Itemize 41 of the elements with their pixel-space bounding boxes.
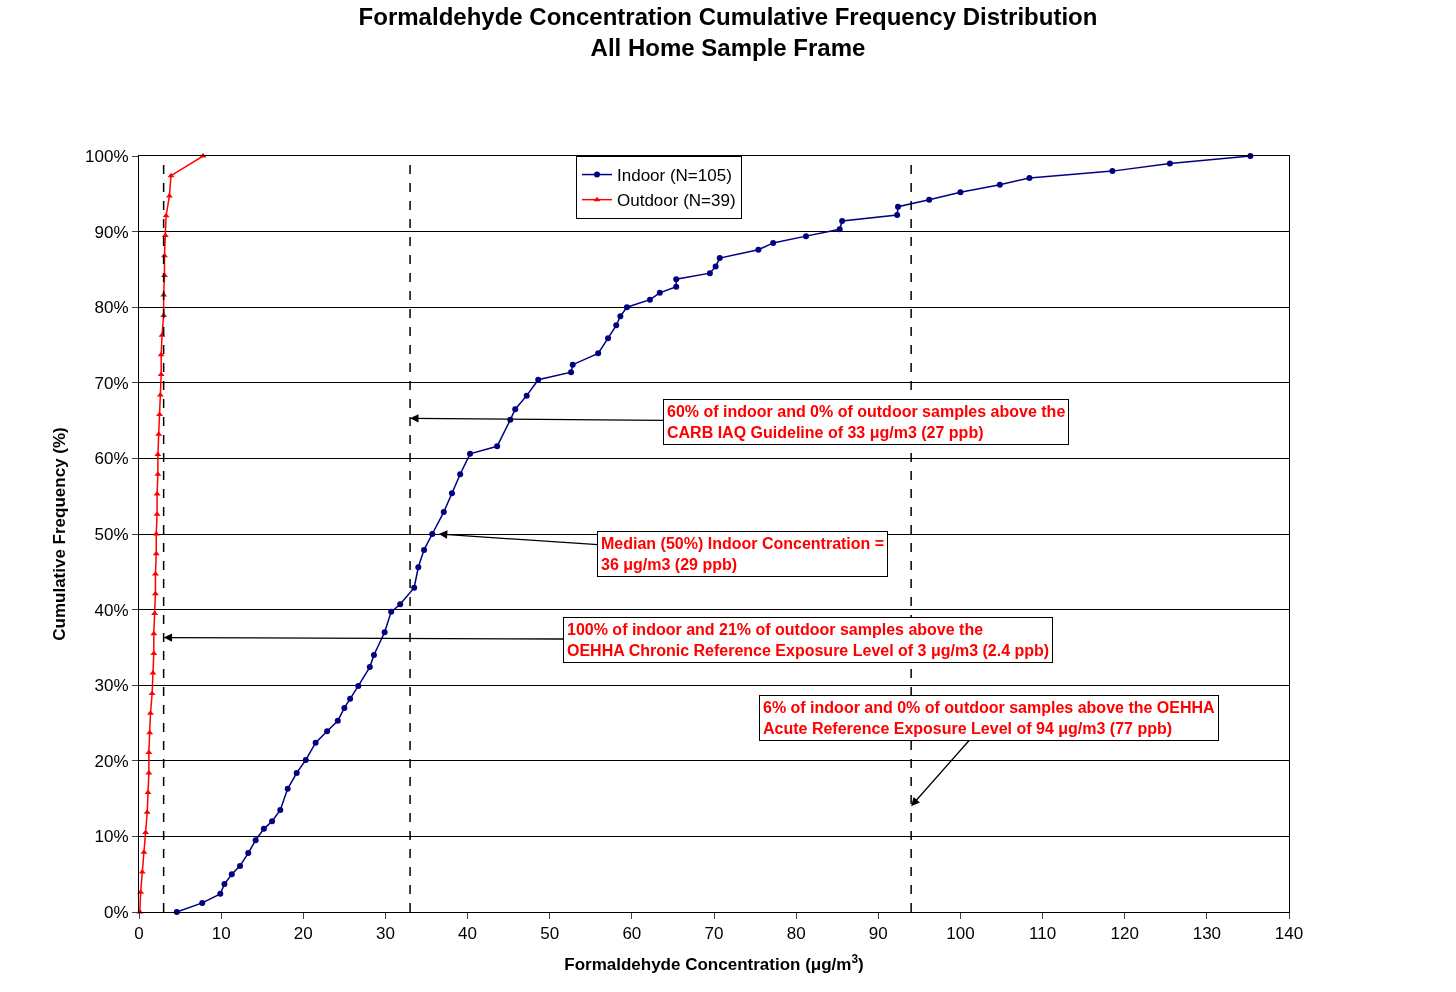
annotation: 100% of indoor and 21% of outdoor samples above the OEHHA Chronic Reference Exposure Level of 3 μg/m3 (2.4 ppb) [567, 621, 1050, 659]
x-tick-label: 20 [293, 924, 313, 944]
x-tick-label: 130 [1192, 924, 1222, 944]
y-tick-label: 20% [94, 751, 129, 771]
x-axis-title: Formaldehyde Concentration (μg/m$^{3}$) [564, 951, 864, 974]
x-tick-label: 70 [704, 924, 724, 944]
point [142, 829, 150, 835]
legend-label: Outdoor (N=39) [617, 191, 736, 211]
y-tick-label: 60% [94, 449, 129, 469]
x-tick-label: 60 [622, 924, 642, 944]
y-tick-label: 50% [94, 524, 129, 544]
annotation: 60% of indoor and 0% of outdoor samples above the CARB IAQ Guideline of 33 μg/m3 (27 ppb) [667, 403, 1066, 441]
x-tick-label: 40 [458, 924, 478, 944]
y-tick-label: 80% [94, 298, 129, 318]
y-tick-label: 10% [94, 827, 129, 847]
point [154, 451, 162, 457]
y-tick-label: 100% [85, 146, 129, 166]
x-tick-label: 120 [1110, 924, 1139, 944]
point [156, 411, 163, 417]
legend-label: Indoor (N=105) [617, 166, 732, 186]
x-tick-label: 10 [211, 924, 231, 944]
x-tick-label: 110 [1029, 924, 1057, 944]
chart-title: Formaldehyde Concentration Cumulative Frequency Distribution All Home Sample Frame [358, 2, 1098, 61]
annotation: Median (50%) Indoor Concentration = 36 μg/m3 (29 ppb) [601, 535, 885, 573]
point [147, 710, 154, 715]
point [144, 789, 152, 795]
y-tick-label: 30% [94, 676, 129, 696]
point [148, 690, 156, 696]
y-axis-title: Cumulative Frequency (%) [49, 427, 69, 641]
x-tick-label: 50 [540, 924, 560, 944]
y-tick-label: 0% [104, 902, 129, 922]
x-tick-label: 0 [134, 924, 144, 944]
y-tick-label: 40% [94, 600, 129, 620]
annotation: 6% of indoor and 0% of outdoor samples above the OEHHA Acute Reference Exposure Level of 94 μg/m3 (77 ppb) [763, 699, 1216, 737]
x-tick-label: 100 [946, 924, 975, 944]
y-tick-label: 90% [94, 222, 129, 242]
x-tick-label: 30 [375, 924, 395, 944]
y-tick-label: 70% [94, 373, 129, 393]
x-tick-label: 140 [1274, 924, 1304, 944]
x-tick-label: 90 [868, 924, 888, 944]
x-tick-label: 80 [786, 924, 806, 944]
